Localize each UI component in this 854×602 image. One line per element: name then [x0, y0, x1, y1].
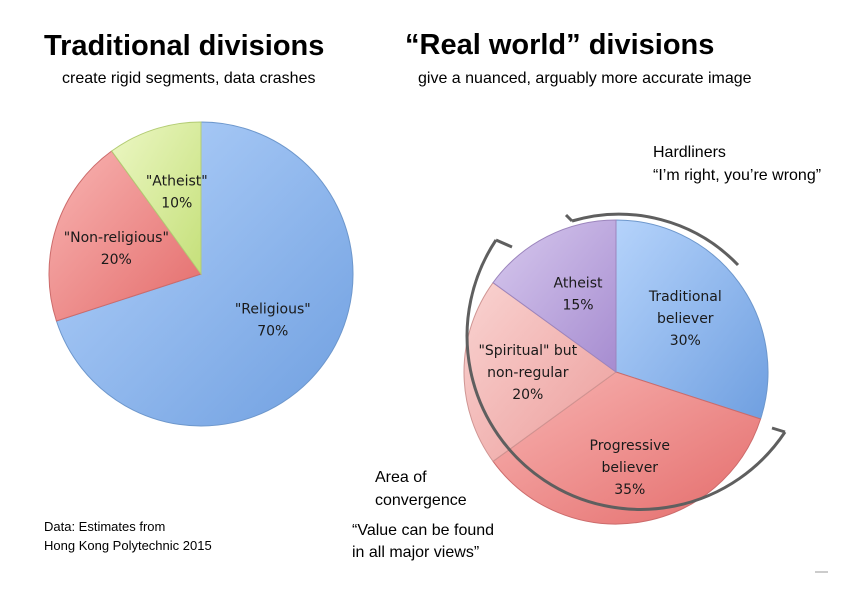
- pie-slice-atheist: [110, 121, 202, 276]
- pie-slice-progressive-believer: [492, 371, 762, 525]
- pie-category-label: believer: [602, 460, 659, 476]
- pie-slice-religious: [55, 121, 354, 427]
- pie-category-label: "Atheist": [146, 173, 208, 189]
- pie-category-label: believer: [657, 311, 714, 327]
- pie-label-atheist: "Atheist" 10%: [146, 173, 208, 211]
- pie-value-label: 35%: [614, 482, 645, 498]
- hardliners-label: Hardliners: [653, 144, 726, 161]
- right-subtitle: give a nuanced, arguably more accurate i…: [418, 70, 752, 87]
- hardliners-arc-tip-left: [564, 213, 574, 223]
- pie-label-non-religious: "Non-religious" 20%: [64, 230, 169, 268]
- pie-category-label: Progressive: [590, 438, 671, 454]
- convergence-label-line2: convergence: [375, 492, 467, 509]
- pie-category-label: Atheist: [554, 275, 603, 291]
- pie-category-label: "Religious": [235, 302, 311, 318]
- pie-category-label: Traditional: [648, 289, 722, 305]
- pie-label-progressive-believer: Progressive believer 35%: [590, 438, 671, 498]
- hardliners-arc: [571, 212, 740, 267]
- pie-value-label: 30%: [670, 333, 701, 349]
- right-title: “Real world” divisions: [405, 29, 715, 61]
- pie-slice-non-religious: [48, 150, 202, 322]
- convergence-quote-line2: in all major views”: [352, 544, 480, 561]
- convergence-label-line1: Area of: [375, 469, 427, 486]
- pie-slice-traditional-believer: [615, 219, 769, 420]
- pie-chart-traditional: "Religious" 70% "Non-religious" 20% "Atheist…: [48, 121, 354, 427]
- pie-slice-spiritual-but-non-regular: [463, 281, 617, 463]
- pie-chart-real-world: Traditional believer 30% Progressive believe…: [463, 219, 769, 525]
- pie-value-label: 70%: [257, 324, 288, 340]
- convergence-quote-line1: “Value can be found: [352, 522, 495, 539]
- pie-label-spiritual-but-non-regular: "Spiritual" but non-regular 20%: [478, 343, 577, 403]
- pie-value-label: 10%: [161, 195, 192, 211]
- source-line2: Hong Kong Polytechnic 2015: [44, 538, 212, 553]
- pie-category-label: "Non-religious": [64, 230, 169, 246]
- convergence-arc: [465, 239, 787, 511]
- pie-slice-atheist: [492, 219, 617, 373]
- pie-category-label: "Spiritual" but: [478, 343, 577, 359]
- hardliners-quote: “I’m right, you’re wrong”: [653, 167, 822, 184]
- pie-label-atheist: Atheist 15%: [554, 275, 603, 313]
- pie-category-label: non-regular: [487, 365, 569, 381]
- source-line1: Data: Estimates from: [44, 519, 166, 534]
- pie-label-traditional-believer: Traditional believer 30%: [648, 289, 722, 349]
- pie-value-label: 15%: [562, 297, 593, 313]
- pie-value-label: 20%: [101, 252, 132, 268]
- pie-label-religious: "Religious" 70%: [235, 302, 311, 340]
- pie-value-label: 20%: [512, 387, 543, 403]
- convergence-arc-tip-bottom: [771, 426, 786, 434]
- convergence-arc-tip-top: [495, 238, 513, 249]
- left-subtitle: create rigid segments, data crashes: [62, 70, 316, 87]
- left-title: Traditional divisions: [44, 30, 325, 62]
